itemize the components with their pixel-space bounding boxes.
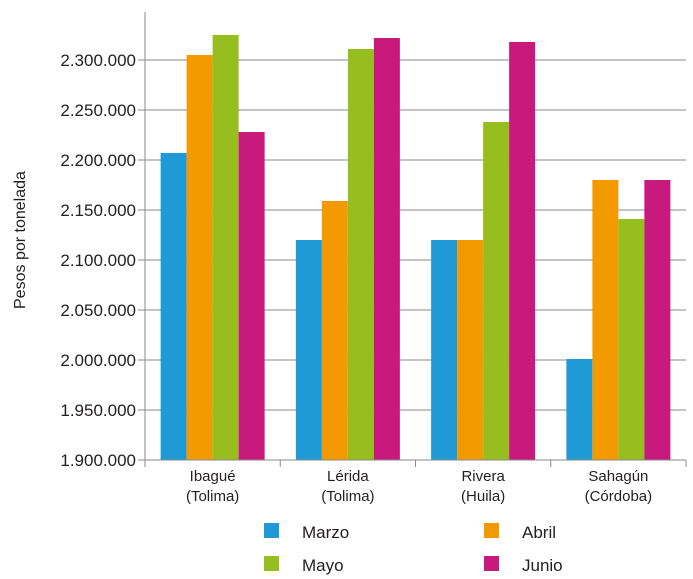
bar-junio: [509, 42, 536, 460]
legend-label-junio: Junio: [522, 556, 563, 575]
x-tick-label: Lérida: [327, 468, 369, 485]
bar-marzo: [295, 240, 322, 460]
x-tick-label: (Córdoba): [585, 488, 653, 505]
legend-swatch-mayo: [264, 556, 279, 571]
legend-label-marzo: Marzo: [302, 523, 349, 542]
bar-abril: [186, 55, 213, 460]
y-tick-labels: 1.900.000 1.950.000 2.000.000 2.050.000 2.10…: [60, 51, 136, 470]
y-tick-label: 2.300.000: [60, 51, 136, 70]
x-tick-label: (Tolima): [321, 488, 374, 505]
x-tick-label: Ibagué: [190, 468, 236, 485]
legend-swatch-junio: [484, 556, 499, 571]
legend-swatch-abril: [484, 523, 499, 538]
bar-marzo: [431, 240, 458, 460]
legend-swatch-marzo: [264, 523, 279, 538]
bar-mayo: [212, 35, 239, 460]
y-tick-label: 1.950.000: [60, 401, 136, 420]
bar-junio: [238, 132, 265, 460]
y-tick-label: 2.000.000: [60, 351, 136, 370]
x-tick-label: (Huila): [461, 488, 505, 505]
y-tick-label: 1.900.000: [60, 451, 136, 470]
bar-mayo: [483, 122, 510, 460]
bar-junio: [644, 180, 671, 460]
y-axis-label: Pesos por tonelada: [12, 171, 29, 309]
bar-marzo: [160, 153, 187, 460]
y-tick-label: 2.050.000: [60, 301, 136, 320]
bar-abril: [321, 201, 348, 460]
y-tick-label: 2.200.000: [60, 151, 136, 170]
y-tick-label: 2.250.000: [60, 101, 136, 120]
bar-junio: [373, 38, 400, 460]
bars: [160, 35, 671, 460]
legend-label-mayo: Mayo: [302, 556, 344, 575]
y-tick-label: 2.100.000: [60, 251, 136, 270]
axes: [144, 12, 687, 467]
legend: Marzo Abril Mayo Junio: [264, 523, 563, 575]
bar-marzo: [566, 359, 593, 460]
x-tick-label: Rivera: [461, 468, 505, 485]
x-tick-labels: Ibagué (Tolima) Lérida (Tolima) Rivera (Huila…: [186, 468, 652, 505]
x-tick-label: Sahagún: [588, 468, 648, 485]
x-tick-label: (Tolima): [186, 488, 239, 505]
legend-label-abril: Abril: [522, 523, 556, 542]
bar-mayo: [347, 49, 374, 460]
bar-abril: [457, 240, 484, 460]
bar-mayo: [618, 219, 645, 460]
bar-abril: [592, 180, 619, 460]
y-tick-label: 2.150.000: [60, 201, 136, 220]
